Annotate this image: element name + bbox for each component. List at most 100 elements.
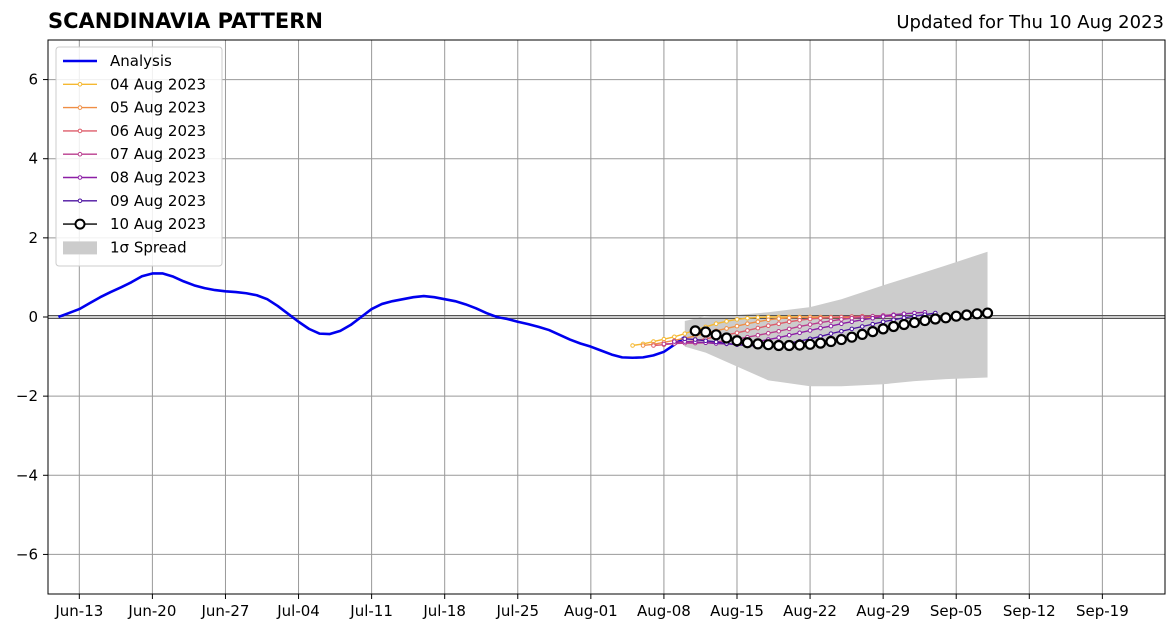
forecast-point bbox=[867, 326, 879, 338]
forecast-point bbox=[846, 331, 858, 343]
x-tick-label: Jun-13 bbox=[54, 602, 103, 620]
y-tick-label: 2 bbox=[28, 229, 38, 247]
x-tick-label: Jun-27 bbox=[200, 602, 249, 620]
forecast-point bbox=[901, 311, 907, 317]
forecast-point bbox=[689, 325, 701, 337]
forecast-point bbox=[720, 332, 733, 344]
x-tick-label: Aug-22 bbox=[783, 602, 837, 620]
forecast-point bbox=[870, 321, 876, 327]
forecast-point bbox=[776, 321, 782, 327]
forecast-point bbox=[880, 314, 886, 319]
x-tick-label: Aug-08 bbox=[637, 602, 691, 620]
legend-marker bbox=[77, 128, 83, 134]
x-tick-label: Jul-25 bbox=[495, 602, 539, 620]
forecast-point bbox=[724, 326, 729, 331]
forecast-point bbox=[724, 319, 729, 324]
forecast-point bbox=[859, 317, 865, 323]
forecast-point bbox=[807, 316, 813, 322]
legend-label: 10 Aug 2023 bbox=[110, 215, 206, 233]
forecast-point bbox=[839, 321, 844, 327]
forecast-point bbox=[804, 338, 816, 350]
y-tick-label: 4 bbox=[28, 150, 38, 168]
legend-label: 09 Aug 2023 bbox=[110, 192, 206, 210]
forecast-point bbox=[786, 332, 792, 338]
forecast-point bbox=[891, 312, 896, 318]
x-tick-label: Aug-29 bbox=[856, 602, 910, 620]
forecast-point bbox=[971, 308, 983, 320]
forecast-point bbox=[818, 320, 823, 325]
forecast-point bbox=[794, 339, 806, 351]
forecast-point bbox=[870, 315, 876, 321]
forecast-point bbox=[880, 319, 886, 325]
forecast-point bbox=[672, 339, 677, 344]
legend-label: 1σ Spread bbox=[110, 238, 187, 256]
forecast-point bbox=[734, 317, 740, 322]
analysis-line bbox=[57, 272, 686, 360]
forecast-point bbox=[818, 315, 823, 321]
forecast-point bbox=[682, 336, 688, 342]
forecast-point bbox=[786, 315, 792, 321]
forecast-point bbox=[839, 317, 844, 322]
forecast-point bbox=[818, 325, 823, 331]
forecast-point bbox=[741, 337, 754, 349]
forecast-point bbox=[682, 331, 688, 336]
x-tick-label: Sep-05 bbox=[930, 602, 983, 620]
forecast-point bbox=[672, 334, 677, 340]
forecast-point bbox=[877, 323, 889, 335]
forecast-point bbox=[828, 331, 834, 336]
forecast-point bbox=[797, 330, 802, 336]
forecast-point bbox=[807, 328, 813, 333]
legend-marker bbox=[77, 175, 83, 180]
forecast-point bbox=[640, 343, 646, 348]
y-tick-label: −6 bbox=[16, 545, 38, 563]
x-tick-label: Sep-19 bbox=[1076, 602, 1129, 620]
x-tick-label: Jul-11 bbox=[349, 602, 393, 620]
forecast-point bbox=[825, 335, 837, 348]
forecast-point bbox=[898, 318, 910, 331]
forecast-point bbox=[849, 315, 855, 321]
forecast-point bbox=[766, 317, 771, 323]
legend-swatch bbox=[63, 241, 97, 255]
legend-marker bbox=[74, 218, 86, 230]
forecast-point bbox=[766, 330, 771, 336]
forecast-point bbox=[734, 330, 740, 336]
forecast-point bbox=[783, 339, 795, 352]
legend-marker bbox=[77, 198, 83, 204]
x-tick-label: Aug-01 bbox=[564, 602, 618, 620]
forecast-point bbox=[734, 323, 740, 329]
forecast-point bbox=[731, 335, 743, 347]
forecast-point bbox=[919, 314, 931, 327]
forecast-point bbox=[776, 316, 782, 321]
forecast-point bbox=[661, 341, 667, 347]
x-axis: Jun-13 Jun-20 Jun-27 Jul-04 Jul-11 Jul-18 Jul-… bbox=[54, 594, 1129, 620]
forecast-point bbox=[745, 315, 750, 321]
forecast-point bbox=[828, 323, 834, 329]
legend-label: 04 Aug 2023 bbox=[110, 75, 206, 93]
forecast-point bbox=[755, 319, 761, 325]
forecast-point bbox=[839, 328, 844, 334]
chart-title: SCANDINAVIA PATTERN bbox=[48, 9, 323, 33]
forecast-point bbox=[755, 332, 761, 338]
y-axis: 6 4 2 0 −2 −4 −6 bbox=[16, 71, 48, 563]
x-tick-label: Jul-04 bbox=[276, 602, 320, 620]
forecast-point bbox=[773, 339, 785, 352]
forecast-point bbox=[887, 320, 900, 333]
y-tick-label: 0 bbox=[28, 308, 38, 326]
forecast-point bbox=[692, 337, 698, 342]
forecast-point bbox=[786, 319, 792, 325]
legend-marker bbox=[77, 105, 83, 110]
forecast-point bbox=[713, 321, 719, 327]
grid bbox=[48, 40, 1165, 594]
forecast-point bbox=[630, 343, 635, 348]
forecast-point bbox=[776, 335, 782, 340]
forecast-point bbox=[950, 310, 962, 322]
forecast-point bbox=[797, 317, 802, 323]
legend-label: 08 Aug 2023 bbox=[110, 169, 206, 187]
series bbox=[57, 272, 994, 360]
forecast-point bbox=[762, 339, 774, 351]
chart-subtitle: Updated for Thu 10 Aug 2023 bbox=[896, 12, 1164, 33]
forecast-point bbox=[776, 328, 782, 334]
legend-label: 06 Aug 2023 bbox=[110, 122, 206, 140]
legend-label: 07 Aug 2023 bbox=[110, 145, 206, 163]
